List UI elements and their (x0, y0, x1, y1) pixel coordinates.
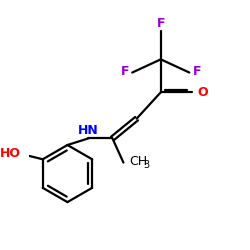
Text: HO: HO (0, 147, 21, 160)
Text: O: O (197, 86, 208, 99)
Text: F: F (120, 65, 129, 78)
Text: F: F (192, 65, 201, 78)
Text: HN: HN (78, 124, 99, 137)
Text: CH: CH (129, 155, 147, 168)
Text: 3: 3 (144, 160, 150, 170)
Text: F: F (156, 17, 165, 30)
